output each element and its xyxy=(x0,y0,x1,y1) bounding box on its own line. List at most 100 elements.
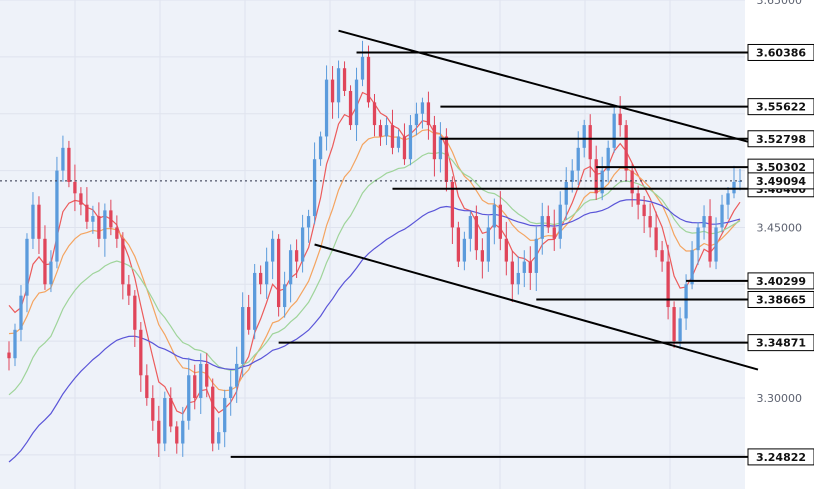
candle-body xyxy=(564,181,568,205)
candle xyxy=(181,406,185,457)
candle-body xyxy=(402,136,407,160)
candle xyxy=(115,215,119,248)
candle-body xyxy=(73,181,77,194)
candle xyxy=(67,140,71,188)
candle-body xyxy=(360,56,365,80)
candle-body xyxy=(654,227,658,251)
candle-body xyxy=(738,180,742,182)
candle-body xyxy=(684,284,688,319)
level-tag-label: 3.55622 xyxy=(756,101,806,114)
candle-body xyxy=(61,147,65,171)
candle xyxy=(720,194,724,233)
candle-body xyxy=(229,386,233,399)
candle xyxy=(654,211,658,258)
y-tick-label: 3.45000 xyxy=(757,221,803,234)
candle xyxy=(157,405,161,457)
candle-body xyxy=(606,147,610,171)
candle-body xyxy=(133,295,137,330)
candle xyxy=(318,131,323,166)
candle xyxy=(330,66,335,119)
candle-body xyxy=(414,113,419,126)
trendline-lower-channel[interactable] xyxy=(314,243,759,371)
candle xyxy=(37,196,41,255)
level-tag-box xyxy=(747,272,814,290)
candle xyxy=(564,167,568,220)
candle xyxy=(247,294,251,335)
candle-body xyxy=(690,250,694,285)
candle-body xyxy=(348,90,353,126)
candle xyxy=(498,191,502,251)
level-tag-box xyxy=(747,98,814,116)
candle-body xyxy=(636,193,640,205)
candle-body xyxy=(498,204,502,239)
candle-body xyxy=(19,295,23,330)
candle xyxy=(127,274,131,306)
candle-body xyxy=(372,102,377,126)
candle xyxy=(372,93,377,137)
candle xyxy=(438,122,443,173)
candle-body xyxy=(55,170,59,262)
candle xyxy=(109,199,113,236)
candle-body xyxy=(163,398,167,444)
candle-body xyxy=(270,238,275,262)
candle xyxy=(79,187,83,216)
candle-body xyxy=(474,216,479,251)
candle xyxy=(732,165,736,199)
candle xyxy=(205,353,209,398)
candle-body xyxy=(456,227,461,262)
candle xyxy=(468,211,473,252)
candle-body xyxy=(103,210,107,239)
trendline-upper-channel[interactable] xyxy=(338,29,759,146)
candle xyxy=(516,256,520,295)
candle xyxy=(648,203,652,238)
candle-body xyxy=(288,250,293,285)
candle xyxy=(672,301,676,348)
candle xyxy=(163,391,167,452)
level-tag-label: 3.52798 xyxy=(756,133,806,146)
candle-body xyxy=(720,204,724,228)
candle-body xyxy=(247,307,251,330)
candle xyxy=(288,244,293,303)
candle-body xyxy=(624,125,628,171)
candle xyxy=(708,199,712,268)
candle-body xyxy=(205,363,209,387)
candle xyxy=(726,187,730,220)
candle-body xyxy=(91,216,95,222)
candle xyxy=(235,346,239,403)
candle-body xyxy=(630,170,634,194)
candle xyxy=(229,370,233,416)
ma-green-line xyxy=(8,151,741,396)
candle xyxy=(348,85,353,130)
candle-body xyxy=(618,113,622,126)
candle-body xyxy=(139,329,143,376)
candle-body xyxy=(342,68,347,91)
candle-body xyxy=(408,125,413,160)
candle xyxy=(540,202,544,255)
candle-body xyxy=(294,250,299,262)
candle-body xyxy=(25,238,29,296)
candle-body xyxy=(510,261,514,285)
candle-body xyxy=(426,102,431,126)
candle xyxy=(43,225,47,290)
ma-blue-line xyxy=(8,199,741,463)
candle-body xyxy=(193,375,197,399)
level-tag-box xyxy=(747,130,814,148)
candle xyxy=(462,231,467,271)
candle-body xyxy=(121,238,125,285)
level-tag-label: 3.24822 xyxy=(756,451,806,464)
candle-body xyxy=(145,375,149,399)
candle xyxy=(259,265,263,295)
candle xyxy=(276,234,281,317)
candle-body xyxy=(324,79,329,137)
candle-body xyxy=(259,272,263,285)
candle-body xyxy=(241,307,245,364)
candle-body xyxy=(97,216,101,239)
candle-body xyxy=(49,261,53,285)
candle-body xyxy=(588,125,592,160)
candle-body xyxy=(732,181,736,194)
candle xyxy=(624,120,628,181)
candle xyxy=(390,109,395,155)
candle xyxy=(13,323,17,367)
candle xyxy=(456,221,461,268)
